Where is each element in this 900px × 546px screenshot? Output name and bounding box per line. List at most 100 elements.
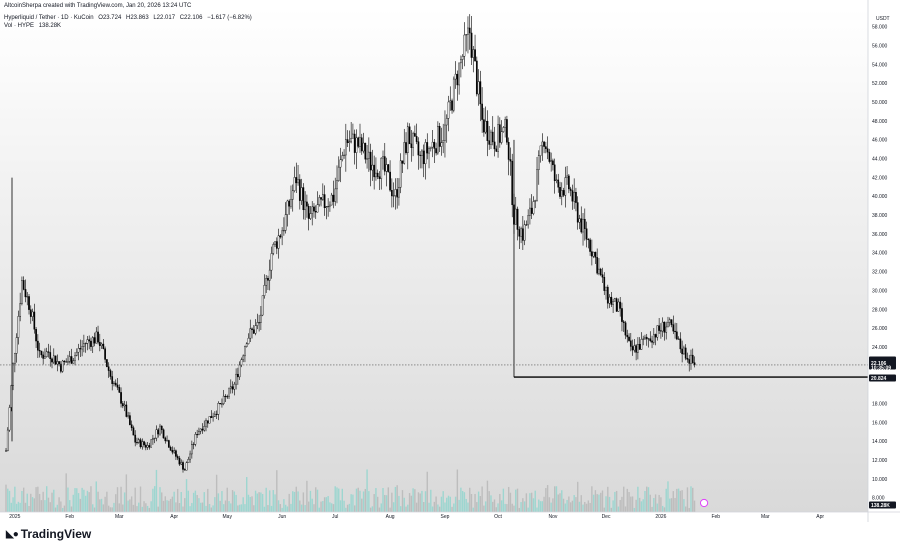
volume-bar [15, 503, 18, 512]
volume-bar [412, 488, 414, 512]
candle-body [283, 230, 285, 232]
candle-body [608, 296, 611, 304]
volume-bar [375, 488, 377, 512]
volume-bar [433, 501, 436, 512]
volume-bar [600, 492, 602, 512]
volume-bar [203, 492, 205, 512]
volume-bar [493, 499, 496, 512]
volume-bar [143, 501, 145, 512]
candle-body [275, 241, 278, 249]
x-tick-label: Dec [602, 514, 611, 520]
candle-body [205, 420, 207, 427]
candle-body [525, 224, 528, 226]
candle-body [638, 344, 641, 350]
volume-bar [33, 498, 36, 512]
volume-bar [587, 500, 590, 512]
volume-bar [134, 487, 136, 512]
candle-body [231, 386, 234, 390]
candle-body [263, 285, 266, 296]
volume-bar [610, 507, 613, 512]
volume-bar [640, 501, 643, 512]
volume-label[interactable]: Vol · HYPE [4, 23, 35, 29]
candle-body [157, 429, 160, 435]
volume-bar [14, 486, 16, 512]
candle-body [45, 351, 48, 358]
volume-bar [557, 494, 559, 512]
volume-bar [293, 491, 296, 512]
candle-body [467, 27, 469, 35]
candle-body [514, 208, 517, 225]
candle-body [229, 386, 232, 389]
candle-body [360, 137, 363, 152]
x-tick-label: May [223, 514, 233, 520]
candle-body [272, 244, 275, 254]
candle-body [143, 441, 145, 446]
candle-body [286, 200, 289, 215]
volume-bar [373, 494, 375, 512]
candle-body [553, 164, 556, 181]
volume-bar [336, 487, 338, 512]
volume-bar [635, 499, 637, 512]
candle-body [88, 339, 91, 342]
volume-bar [350, 494, 352, 512]
candle-body [343, 154, 345, 156]
candle-body [160, 425, 163, 430]
volume-bar [155, 469, 158, 512]
candle-body [582, 218, 584, 233]
candle-body [212, 416, 214, 418]
candle-body [252, 329, 255, 334]
candle-body [260, 314, 262, 323]
candle-body [521, 228, 524, 241]
candle-body [13, 353, 16, 365]
volume-bar [290, 503, 292, 512]
candle-body [677, 338, 680, 340]
candle-body [270, 253, 273, 271]
candle-body [619, 301, 622, 309]
candle-body [575, 192, 577, 203]
candle-body [477, 81, 480, 95]
candle-body [614, 298, 616, 302]
candle-body [398, 187, 400, 198]
volume-bar [249, 496, 251, 512]
candle-body [190, 444, 193, 455]
y-tick-label: 14.000 [872, 439, 888, 445]
candle-body [304, 201, 306, 211]
volume-bar [21, 490, 23, 512]
volume-bar [626, 488, 628, 512]
candle-body [346, 139, 349, 143]
candle-body [394, 189, 397, 197]
y-tick-label: 58.000 [872, 25, 888, 31]
volume-bar [458, 499, 460, 512]
candle-body [325, 206, 328, 209]
candle-body [463, 34, 466, 57]
candle-body [389, 171, 391, 191]
volume-bar [421, 490, 423, 512]
candle-body [573, 192, 576, 202]
volume-bar [322, 501, 324, 512]
candle-body [130, 424, 133, 428]
candle-body [295, 177, 298, 184]
volume-bar [385, 495, 388, 512]
volume-bar [638, 497, 641, 512]
candle-body [629, 340, 632, 347]
brand[interactable]: ◣● TradingView [6, 527, 91, 541]
volume-legend: Vol · HYPE 138.28K [4, 23, 64, 29]
symbol-name[interactable]: Hyperliquid / Tether · 1D · KuCoin [4, 15, 94, 21]
volume-bar [582, 504, 584, 512]
volume-bar [656, 503, 659, 512]
candle-body [19, 303, 22, 317]
candle-body [162, 429, 165, 439]
volume-bar [672, 491, 674, 512]
volume-bar [614, 491, 616, 512]
candle-body [210, 416, 213, 418]
volume-bar [8, 490, 11, 512]
candle-body [383, 156, 386, 172]
candle-body [675, 331, 678, 340]
volume-bar [201, 502, 204, 512]
candle-body [187, 459, 190, 463]
candle-body [148, 445, 151, 448]
candle-body [127, 415, 129, 417]
candle-body [348, 141, 351, 143]
volume-bar [589, 502, 591, 512]
